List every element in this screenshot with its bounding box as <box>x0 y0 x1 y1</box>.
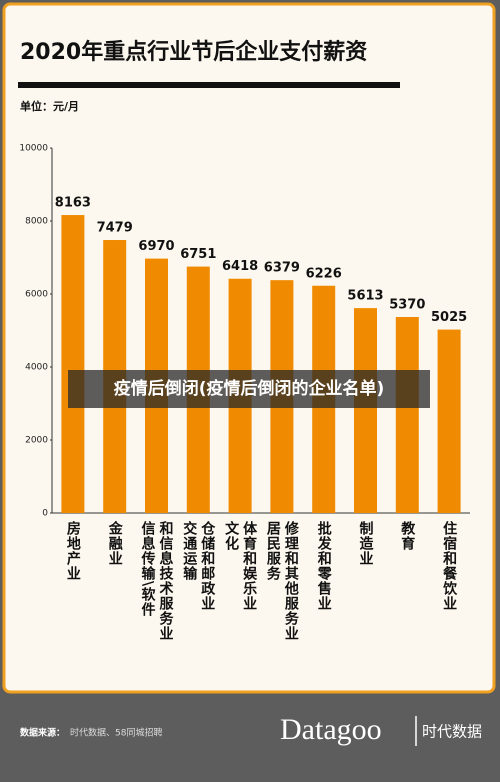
value-label: 6226 <box>306 266 342 281</box>
value-label: 6379 <box>264 261 300 276</box>
x-tick-label: 交通运输 <box>181 521 198 581</box>
x-tick-label: 房地产业 <box>64 521 81 581</box>
value-label: 5025 <box>431 310 467 325</box>
y-tick-label: 8000 <box>25 217 48 227</box>
value-label: 6418 <box>222 259 258 274</box>
x-tick-label: 仓储和邮政业 <box>199 521 216 611</box>
x-tick-label: 信息传输\软件 <box>139 521 156 618</box>
x-tick-label: 体育和娱乐业 <box>241 521 258 611</box>
value-label: 5613 <box>347 289 383 304</box>
source-label: 数据来源： <box>20 727 65 739</box>
x-tick-label: 和信息技术服务业 <box>157 521 174 641</box>
y-tick-label: 6000 <box>25 290 48 300</box>
brand-cn: 时代数据 <box>422 723 482 741</box>
x-tick-label: 制造业 <box>357 521 374 566</box>
y-tick-label: 0 <box>42 509 48 519</box>
value-label: 6970 <box>138 239 174 254</box>
y-tick-label: 2000 <box>25 436 48 446</box>
x-tick-label: 金融业 <box>106 521 123 566</box>
value-label: 6751 <box>180 247 216 262</box>
bar <box>354 308 377 513</box>
chart-title: 2020年重点行业节后企业支付薪资 <box>20 39 367 65</box>
value-label: 7479 <box>97 221 133 236</box>
x-tick-label: 修理和其他服务业 <box>282 521 299 641</box>
x-tick-label: 批发和零售业 <box>315 521 332 611</box>
value-label: 8163 <box>55 196 91 211</box>
x-tick-label: 文化 <box>223 521 240 551</box>
bar <box>437 329 461 513</box>
x-tick-label: 教育 <box>399 521 416 551</box>
brand: Datagoo <box>280 713 382 746</box>
y-tick-label: 4000 <box>25 363 48 373</box>
bar <box>395 316 419 513</box>
value-label: 5370 <box>389 297 425 312</box>
y-tick-label: 10000 <box>19 144 48 154</box>
source: 时代数据、58同城招聘 <box>70 727 162 739</box>
title-bar <box>18 82 400 88</box>
watermark: 疫情后倒闭(疫情后倒闭的企业名单) <box>68 370 430 408</box>
x-tick-label: 居民服务 <box>264 521 281 581</box>
bar <box>61 215 85 513</box>
x-tick-label: 住宿和餐饮业 <box>441 521 458 611</box>
unit-label: 单位：元/月 <box>20 99 79 113</box>
